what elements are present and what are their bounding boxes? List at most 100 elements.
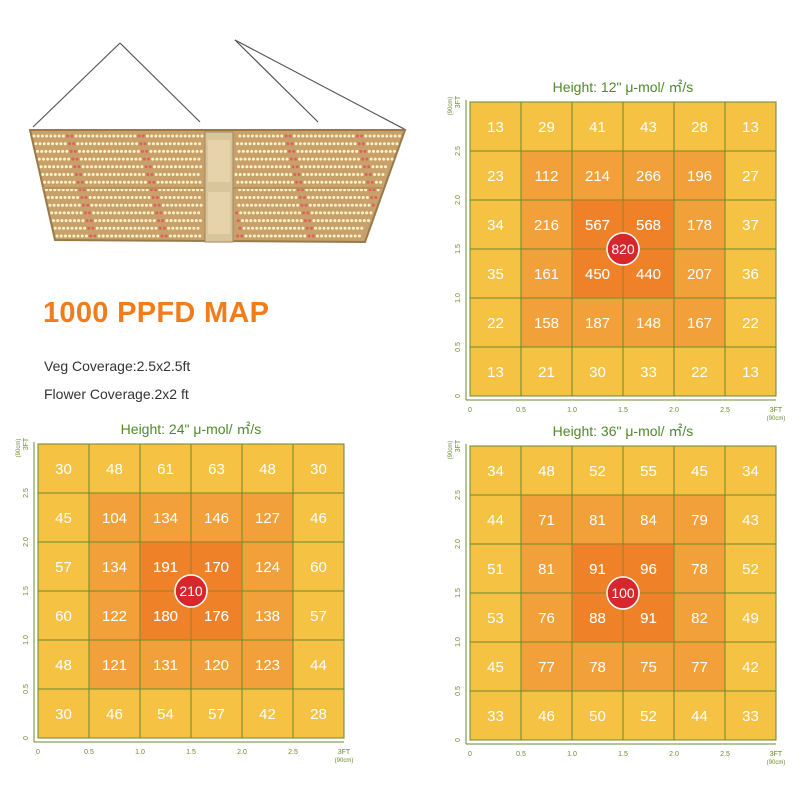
heatmap-cell-value: 176 [204,608,229,625]
heatmap-cell-value: 170 [204,559,229,576]
heatmap-cell-value: 33 [640,364,657,381]
heatmap-cell-value: 44 [310,657,327,674]
driver-box-upper [208,140,230,182]
heatmap-cell-value: 34 [487,217,504,234]
y-tick-label: 0.5 [23,684,30,694]
y-tick-label: 2.0 [23,537,30,547]
heatmap-cell-value: 121 [102,657,127,674]
heatmap-cell [724,445,777,496]
heatmap-cell-value: 44 [691,708,708,725]
heatmap-cell-value: 134 [153,510,178,527]
heatmap-cell-value: 440 [636,266,661,283]
heatmap-cell-value: 42 [742,659,759,676]
y-tick-label: 1.0 [455,293,462,303]
heatmap-cell-value: 158 [534,315,559,332]
x-axis-unit: (90cm) [335,758,354,764]
heatmap-cell-value: 37 [742,217,759,234]
y-tick-label: 2.5 [455,146,462,156]
x-tick-label: 0.5 [516,751,526,758]
heatmap-cell [37,590,90,641]
y-axis-unit: (90cm) [448,97,454,116]
heatmap-cell [469,690,522,741]
heatmap-cell-value: 148 [636,315,661,332]
heatmap-cell [673,346,726,397]
heatmap-cell-value: 88 [589,610,606,627]
heatmap-cell-value: 54 [157,706,174,723]
heatmap-cell-value: 36 [742,266,759,283]
y-tick-label: 1.5 [455,588,462,598]
heatmap-cell-value: 170 [204,559,229,576]
y-tick-label: 2.0 [455,539,462,549]
heatmap-cell-value: 13 [742,364,759,381]
heatmap-cell [724,101,777,152]
heatmap-cell [673,199,726,250]
heatmap-cell-value: 187 [585,315,610,332]
heatmap-cell-value: 30 [310,461,327,478]
y-tick-label: 2.5 [455,490,462,500]
heatmap-cell [469,641,522,692]
heatmap-cell-value: 34 [742,463,759,480]
heatmap-cell [673,150,726,201]
flower-coverage-text: Flower Coverage.2x2 ft [44,386,189,402]
heatmap-cell-value: 60 [55,608,72,625]
heatmap-cell-value: 131 [153,657,178,674]
heatmap-cell-value: 161 [534,266,559,283]
y-axis-unit: (90cm) [448,441,454,460]
y-tick-label: 1.0 [23,635,30,645]
ppfd-map-24in: Height: 24" μ-mol/ ㎡/s 30 48 61 63 48 30 45 104 1… [8,420,363,765]
ppfd-map-36in: Height: 36" μ-mol/ ㎡/s 34 48 52 55 45 34 44 71 81… [440,422,795,767]
heatmap-cell [622,150,675,201]
heatmap-cell-value: 60 [310,559,327,576]
heatmap-cell [724,690,777,741]
x-tick-label: 0.5 [84,749,94,756]
heatmap-cell [190,688,243,739]
x-tick-label: 0.5 [516,407,526,414]
heatmap-cell-value: 127 [255,510,280,527]
x-tick-label: 1.0 [567,751,577,758]
heatmap-cell-value: 13 [487,119,504,136]
heatmap-cell-value: 48 [538,463,555,480]
x-tick-label: 1.5 [618,407,628,414]
heatmap-cell [724,592,777,643]
heatmap-cell [292,541,345,592]
heatmap-cell-value: 146 [204,510,229,527]
heatmap-cell-value: 13 [487,364,504,381]
heatmap-cell-value: 214 [585,168,610,185]
heatmap-cell [724,543,777,594]
heatmap-title: Height: 36" μ-mol/ ㎡/s [553,423,694,439]
heatmap-cell-value: 84 [640,512,657,529]
heatmap-cell-value: 13 [742,119,759,136]
heatmap-cell [88,443,141,494]
heatmap-cell-value: 43 [742,512,759,529]
heatmap-cell-value: 78 [589,659,606,676]
heatmap-cell [571,690,624,741]
heatmap-cell-value: 124 [255,559,280,576]
ppfd-map-12in: Height: 12" μ-mol/ ㎡/s 13 29 41 43 28 13 23 112 2… [440,78,795,423]
heatmap-cell-value: 77 [691,659,708,676]
heatmap-cell-value: 45 [487,659,504,676]
heatmap-cell [37,688,90,739]
heatmap-cell [520,641,573,692]
heatmap-cell [622,641,675,692]
heatmap-cell [673,543,726,594]
heatmap-cell-value: 34 [487,463,504,480]
heatmap-cell-value: 91 [589,561,606,578]
veg-coverage-text: Veg Coverage:2.5x2.5ft [44,358,191,374]
y-tick-label: 2.0 [455,195,462,205]
heatmap-cell [520,346,573,397]
x-axis-unit: (90cm) [767,760,786,766]
heatmap-cell [241,688,294,739]
heatmap-cell-value: 33 [742,708,759,725]
heatmap-cell [622,690,675,741]
heatmap-cell-value: 216 [534,217,559,234]
heatmap-cell [571,297,624,348]
heatmap-cell-value: 120 [204,657,229,674]
heatmap-cell [241,492,294,543]
heatmap-cell-value: 134 [102,559,127,576]
heatmap-cell [292,443,345,494]
heatmap-cell-value: 567 [585,217,610,234]
heatmap-cell-value: 167 [687,315,712,332]
heatmap-cell [520,101,573,152]
heatmap-cell [571,445,624,496]
heatmap-cell-value: 30 [589,364,606,381]
